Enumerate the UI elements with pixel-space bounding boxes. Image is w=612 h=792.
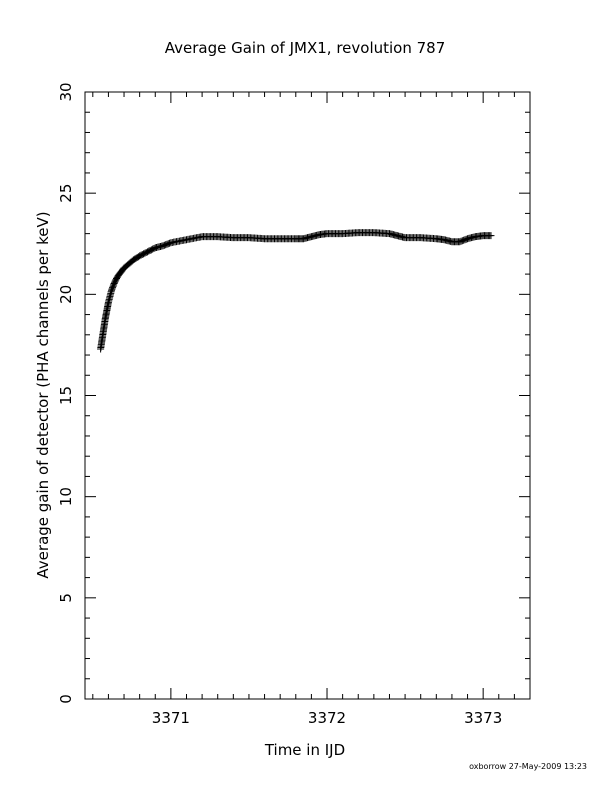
y-axis-label: Average gain of detector (PHA channels p… [34,211,52,578]
y-tick-labels: 0 5 10 15 20 25 30 [57,82,75,703]
x-tick-label: 3373 [464,709,502,727]
x-tick-label: 3372 [308,709,346,727]
data-point [487,232,495,240]
footer-stamp: oxborrow 27-May-2009 13:23 [469,762,587,771]
chart-title: Average Gain of JMX1, revolution 787 [165,39,446,57]
y-tick-label: 0 [57,694,75,704]
x-axis-label: Time in IJD [264,741,345,759]
y-tick-label: 15 [57,386,75,405]
y-tick-label: 5 [57,593,75,603]
x-tick-labels: 3371 3372 3373 [152,709,502,727]
data-points [97,229,495,353]
y-tick-label: 25 [57,184,75,203]
y-tick-label: 20 [57,285,75,304]
x-tick-label: 3371 [152,709,190,727]
plot-frame [84,91,531,700]
y-tick-label: 10 [57,487,75,506]
y-tick-label: 30 [57,82,75,101]
axis-ticks [85,91,531,700]
